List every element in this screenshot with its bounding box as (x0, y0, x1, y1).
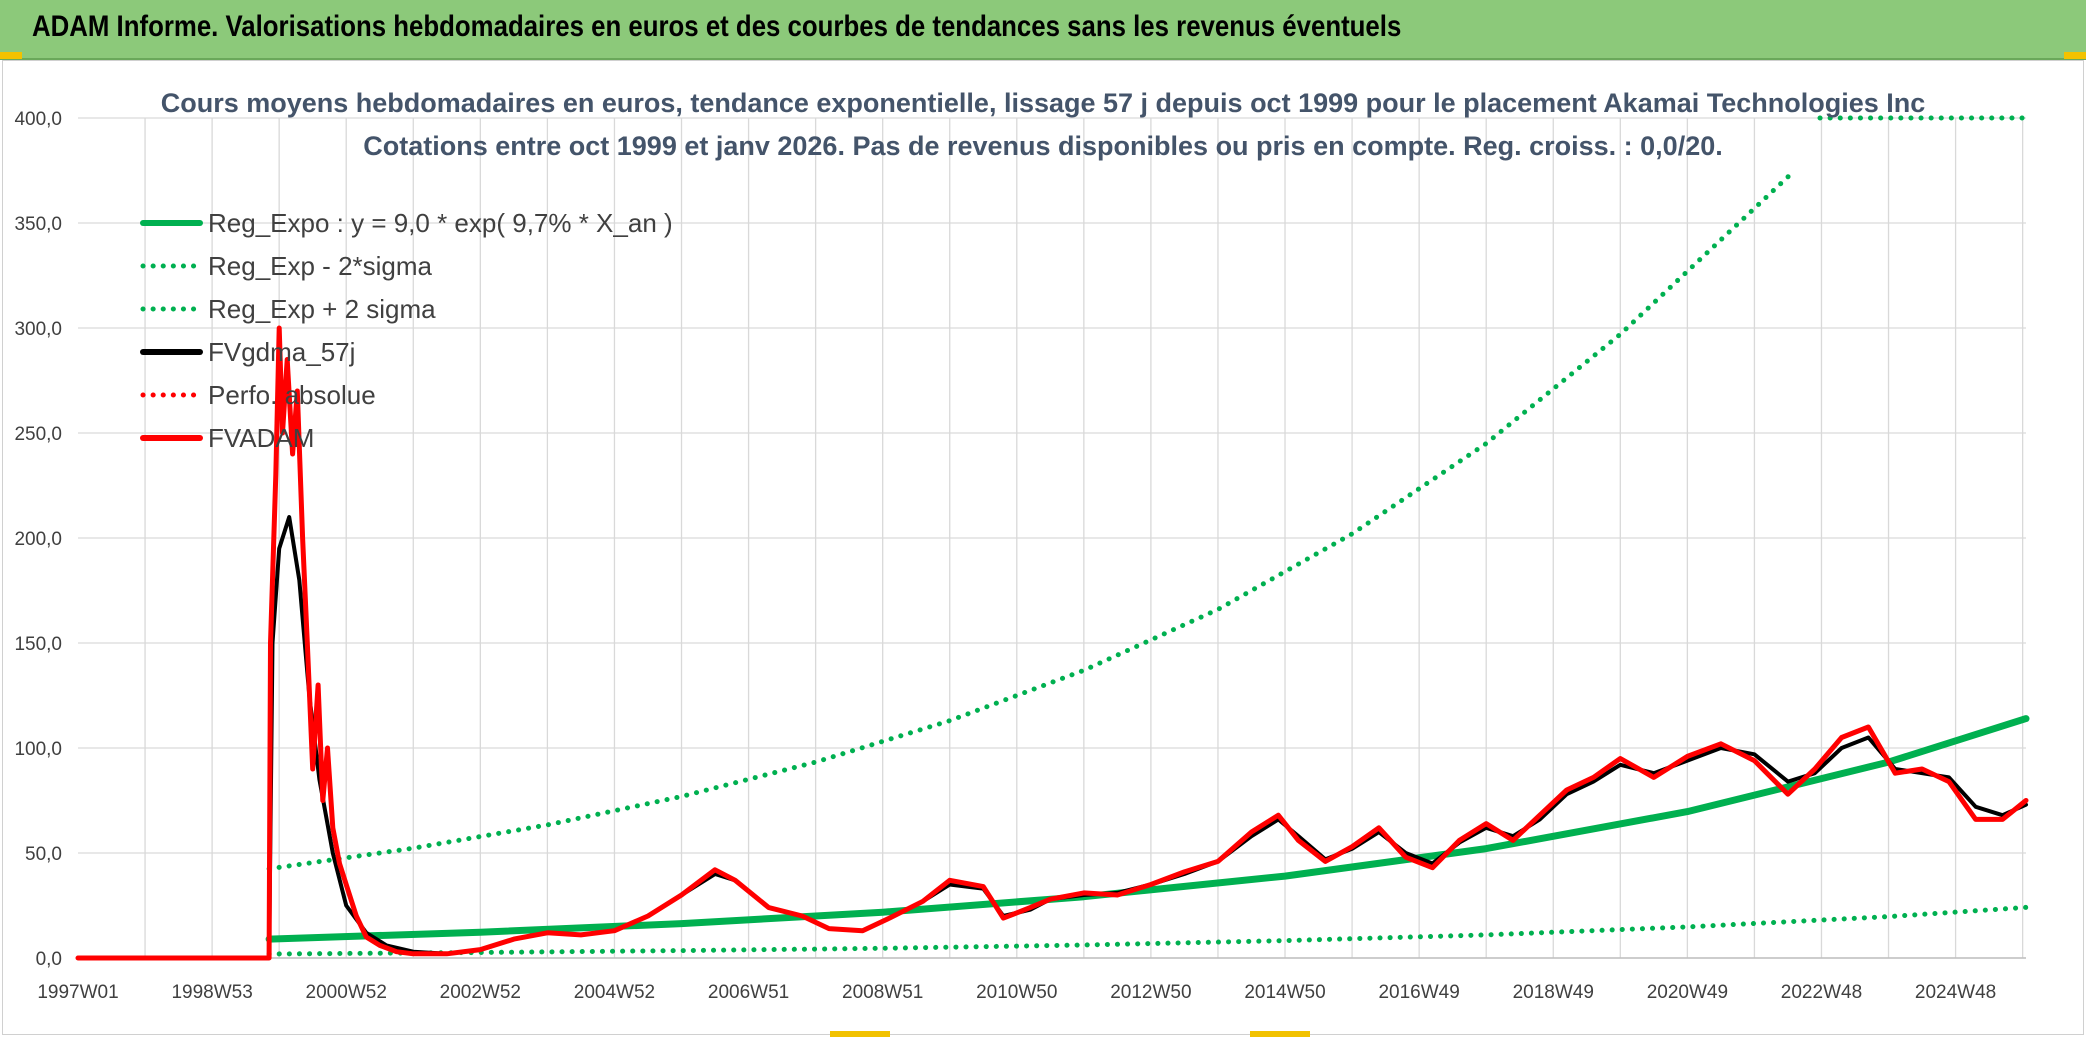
y-tick-label: 50,0 (25, 844, 62, 865)
chart-subtitle: Cotations entre oct 1999 et janv 2026. P… (363, 131, 1722, 161)
header-banner: ADAM Informe. Valorisations hebdomadaire… (0, 0, 2086, 60)
series-line-5 (75, 325, 2029, 961)
x-tick-label: 2004W52 (574, 982, 655, 1003)
page-title: ADAM Informe. Valorisations hebdomadaire… (32, 10, 1402, 43)
chart-title: Cours moyens hebdomadaires en euros, ten… (161, 88, 1926, 118)
x-tick-label: 2024W48 (1915, 982, 1996, 1003)
x-tick-label: 2016W49 (1378, 982, 1459, 1003)
y-tick-label: 0,0 (36, 949, 62, 970)
axes: 0,0 50,0 100,0 150,0 200,0 250,0 300,0 350,0 400… (14, 109, 2026, 1003)
x-tick-label: 2014W50 (1244, 982, 1325, 1003)
y-tick-label: 100,0 (14, 739, 62, 760)
corner-accent-right (2064, 52, 2086, 59)
series-line-1 (266, 904, 2029, 957)
legend-label-0: Reg_Expo : y = 9,0 * exp( 9,7% * X_an ) (208, 208, 673, 238)
x-tick-label: 1997W01 (37, 982, 118, 1003)
y-tick-label: 250,0 (14, 424, 62, 445)
y-tick-label: 150,0 (14, 634, 62, 655)
gridlines (78, 117, 2026, 959)
legend: Reg_Expo : y = 9,0 * exp( 9,7% * X_an ) R… (140, 208, 673, 453)
chart-frame (2, 60, 2084, 1035)
x-tick-label: 2008W51 (842, 982, 923, 1003)
y-tick-label: 300,0 (14, 319, 62, 340)
legend-label-3: FVgdma_57j (208, 337, 355, 367)
x-tick-label: 1998W53 (171, 982, 252, 1003)
x-tick-label: 2006W51 (708, 982, 789, 1003)
y-tick-label: 400,0 (14, 109, 62, 130)
x-tick-label: 2018W49 (1513, 982, 1594, 1003)
bottom-accent-1 (830, 1031, 890, 1037)
legend-label-2: Reg_Exp + 2 sigma (208, 294, 436, 324)
bottom-accent-2 (1250, 1031, 1310, 1037)
legend-label-1: Reg_Exp - 2*sigma (208, 251, 433, 281)
x-tick-label: 2002W52 (440, 982, 521, 1003)
x-tick-label: 2000W52 (306, 982, 387, 1003)
series-line-2 (266, 168, 1798, 872)
x-tick-label: 2022W48 (1781, 982, 1862, 1003)
series-line-0 (265, 715, 2030, 943)
corner-accent-left (0, 52, 22, 59)
y-tick-label: 350,0 (14, 214, 62, 235)
series-line-3 (76, 515, 2028, 960)
series-layer (75, 115, 2030, 961)
x-tick-label: 2020W49 (1647, 982, 1728, 1003)
x-tick-label: 2012W50 (1110, 982, 1191, 1003)
legend-label-5: FVADAM (208, 423, 314, 453)
y-tick-label: 200,0 (14, 529, 62, 550)
x-tick-label: 2010W50 (976, 982, 1057, 1003)
legend-label-4: Perfo. absolue (208, 380, 376, 410)
